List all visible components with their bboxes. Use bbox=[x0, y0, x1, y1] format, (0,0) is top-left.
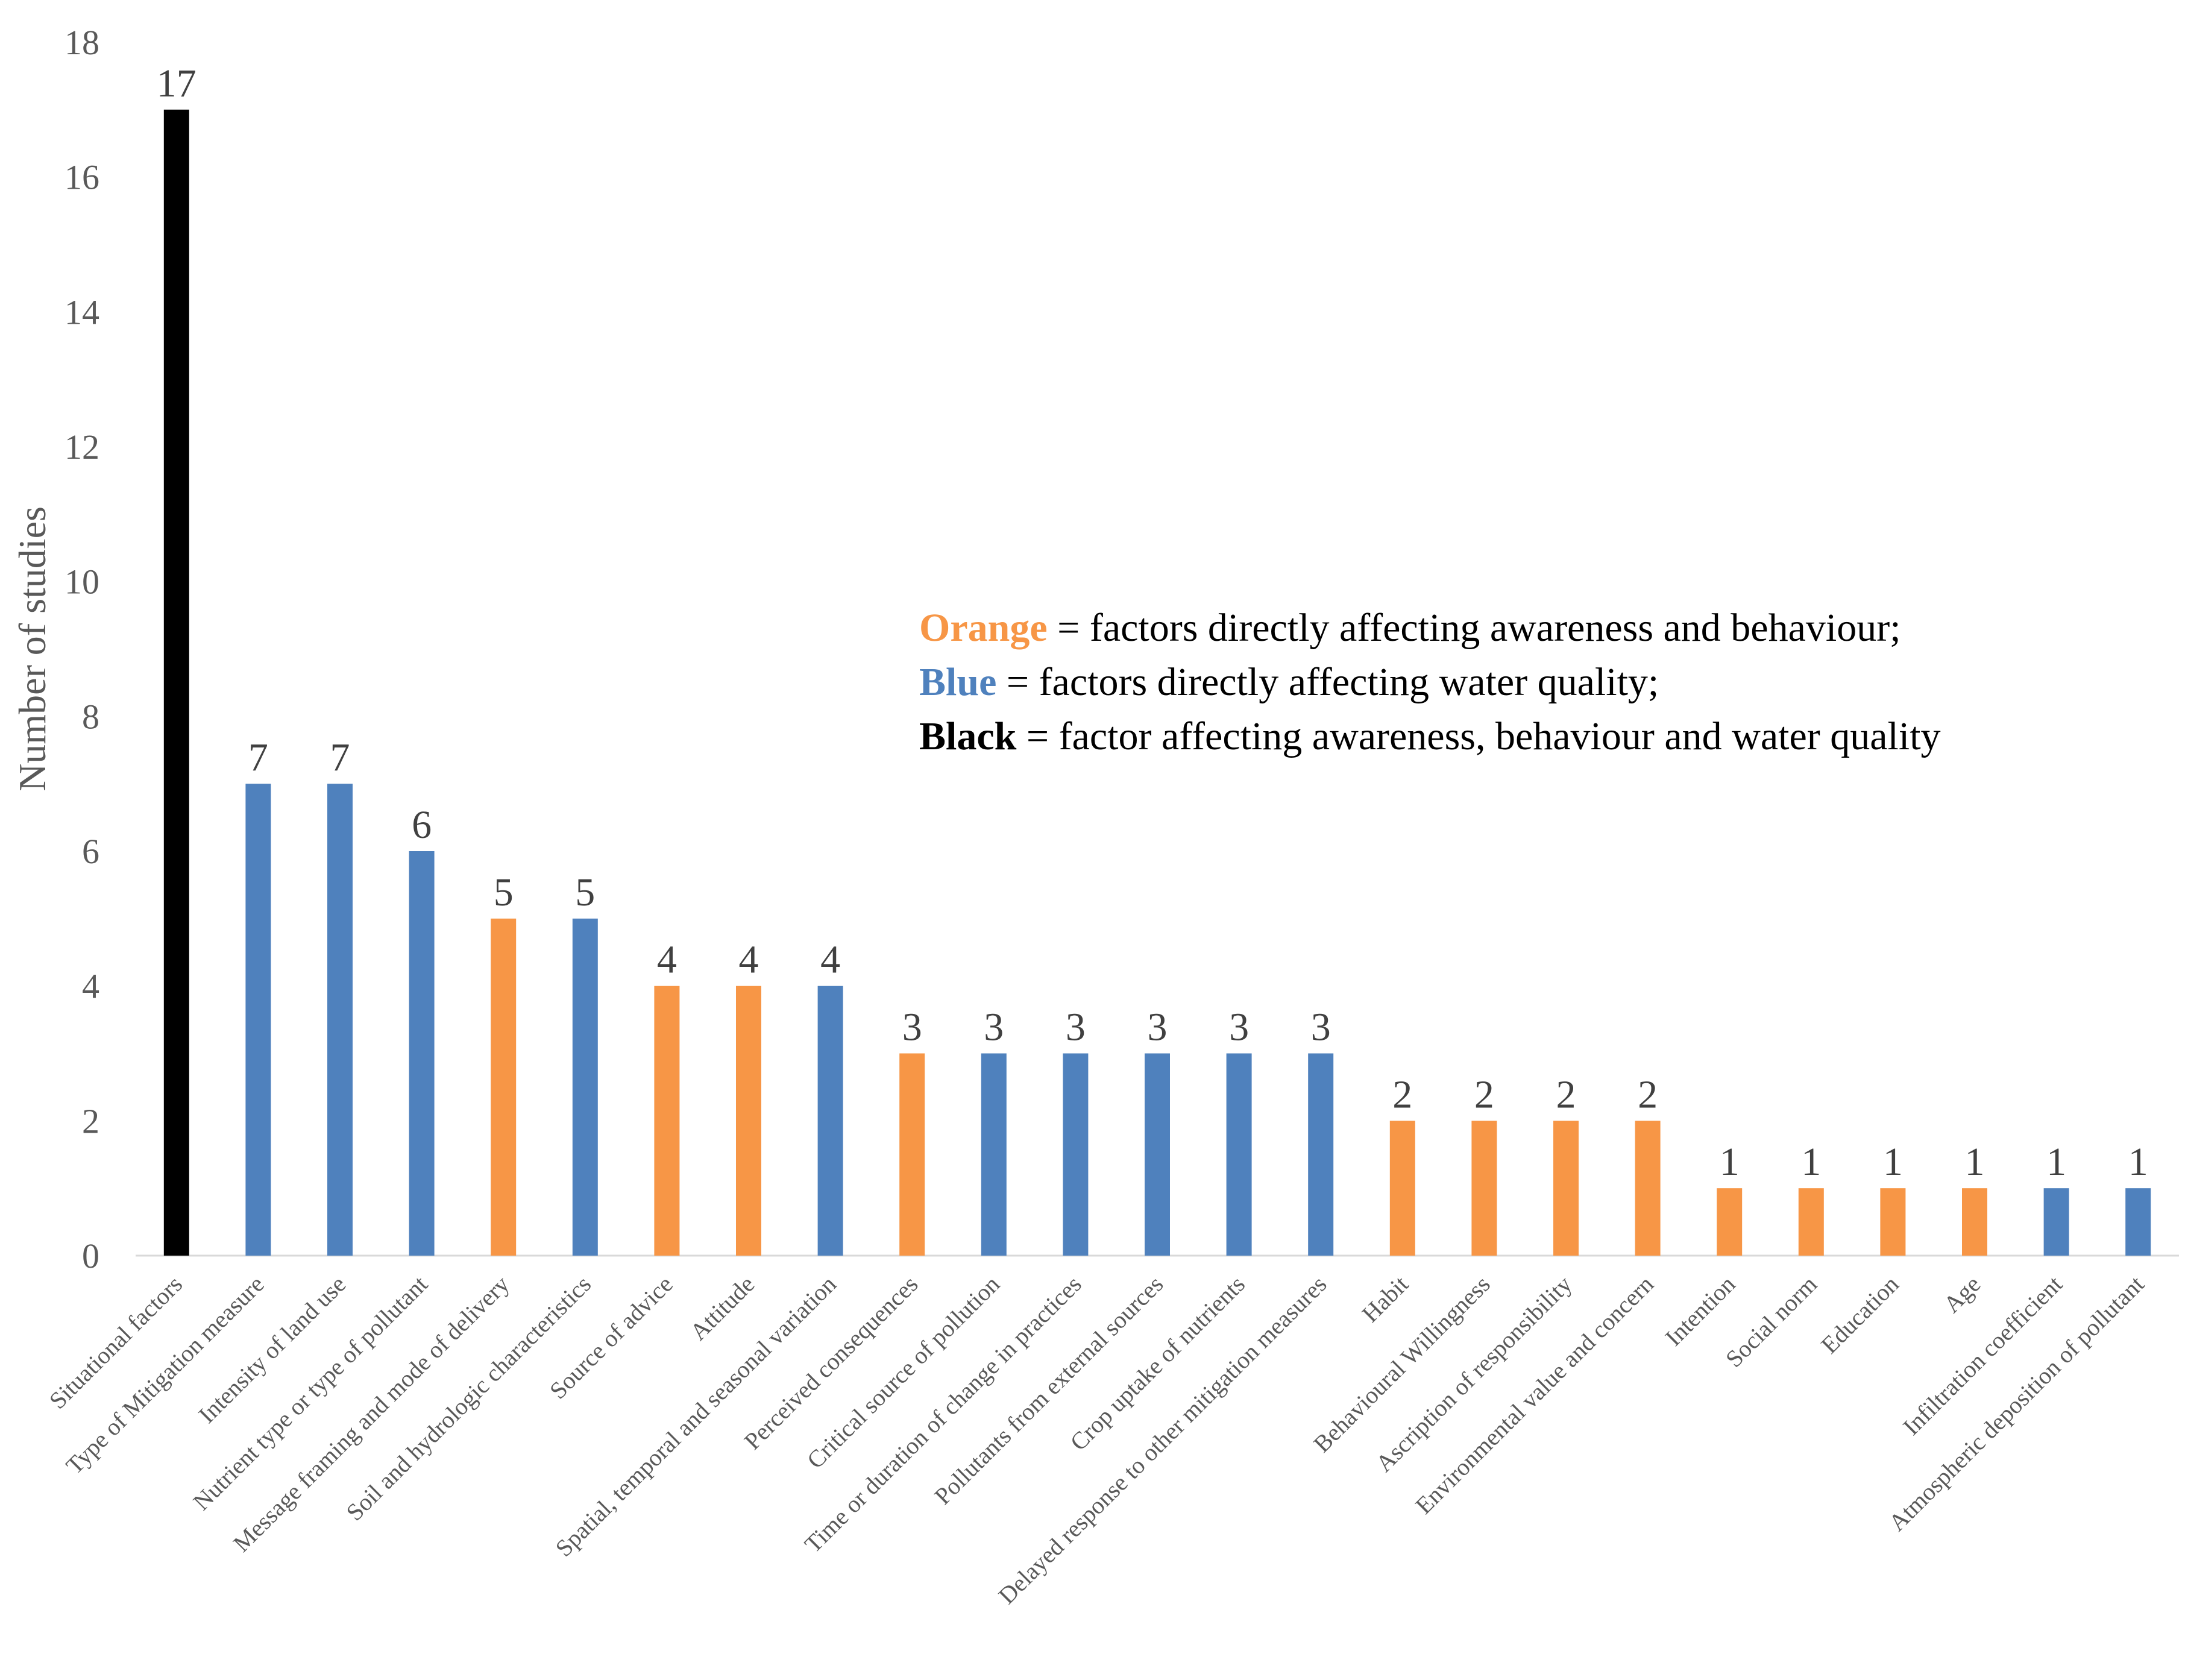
data-label: 1 bbox=[2128, 1140, 2148, 1184]
bar bbox=[736, 986, 761, 1256]
bar bbox=[1145, 1053, 1170, 1256]
category-label: Spatial, temporal and seasonal variation bbox=[550, 1271, 841, 1562]
bar bbox=[1063, 1053, 1089, 1256]
category-label: Attitude bbox=[685, 1271, 760, 1346]
bar bbox=[1226, 1053, 1252, 1256]
category-label: Education bbox=[1816, 1271, 1904, 1359]
data-label: 2 bbox=[1556, 1072, 1576, 1116]
data-label: 5 bbox=[575, 870, 595, 914]
category-label: Intention bbox=[1660, 1271, 1741, 1351]
bar bbox=[1471, 1121, 1497, 1256]
y-axis-title: Number of studies bbox=[11, 506, 54, 791]
bar bbox=[1962, 1188, 1987, 1256]
data-label: 17 bbox=[157, 61, 196, 105]
legend-description: = factors directly affecting awareness a… bbox=[1048, 606, 1901, 650]
legend-entry: Black = factor affecting awareness, beha… bbox=[919, 714, 1941, 758]
bar bbox=[163, 109, 189, 1256]
data-label: 4 bbox=[820, 938, 840, 982]
bar bbox=[2043, 1188, 2069, 1256]
data-label: 2 bbox=[1474, 1072, 1494, 1116]
bar bbox=[1635, 1121, 1661, 1256]
bar bbox=[409, 851, 435, 1256]
data-label: 1 bbox=[2046, 1140, 2066, 1184]
bar bbox=[1389, 1121, 1415, 1256]
legend-key: Blue bbox=[919, 660, 996, 704]
bars bbox=[163, 109, 2151, 1256]
data-label: 3 bbox=[1066, 1005, 1086, 1049]
y-tick-label: 8 bbox=[82, 697, 99, 736]
data-label: 3 bbox=[902, 1005, 922, 1049]
legend-entry: Orange = factors directly affecting awar… bbox=[919, 606, 1901, 650]
category-label: Age bbox=[1938, 1271, 1985, 1318]
legend-entry: Blue = factors directly affecting water … bbox=[919, 660, 1659, 704]
y-tick-label: 16 bbox=[64, 158, 99, 197]
category-label: Habit bbox=[1357, 1271, 1414, 1328]
data-label: 6 bbox=[412, 803, 432, 847]
bar bbox=[245, 784, 271, 1256]
bar bbox=[981, 1053, 1007, 1256]
y-tick-label: 0 bbox=[82, 1236, 99, 1276]
data-label: 2 bbox=[1392, 1072, 1412, 1116]
y-tick-label: 14 bbox=[64, 292, 99, 332]
legend-key: Orange bbox=[919, 606, 1048, 650]
data-label: 2 bbox=[1638, 1072, 1658, 1116]
data-label: 4 bbox=[739, 938, 759, 982]
y-tick-label: 10 bbox=[64, 562, 99, 602]
data-label: 1 bbox=[1883, 1140, 1903, 1184]
data-label: 1 bbox=[1720, 1140, 1740, 1184]
y-tick-label: 4 bbox=[82, 967, 99, 1006]
y-tick-label: 2 bbox=[82, 1101, 99, 1140]
bar bbox=[1798, 1188, 1824, 1256]
y-axis-ticks: 0 2 4 6 8 10 12 14 16 18 bbox=[64, 23, 99, 1276]
data-labels: 17 7 7 6 5 5 4 4 4 3 3 3 3 3 3 2 2 2 2 1 1 1 1 1 1 bbox=[157, 61, 2148, 1184]
bar bbox=[1308, 1053, 1334, 1256]
legend-key: Black bbox=[919, 714, 1017, 758]
y-tick-label: 18 bbox=[64, 23, 99, 62]
data-label: 3 bbox=[1229, 1005, 1249, 1049]
data-label: 1 bbox=[1801, 1140, 1821, 1184]
category-label: Infiltration coefficient bbox=[1897, 1271, 2067, 1441]
category-label: Intensity of land use bbox=[193, 1271, 351, 1429]
y-tick-label: 12 bbox=[64, 427, 99, 467]
data-label: 5 bbox=[494, 870, 514, 914]
y-tick-label: 6 bbox=[82, 832, 99, 871]
legend: Orange = factors directly affecting awar… bbox=[919, 606, 1941, 758]
bar bbox=[1880, 1188, 1906, 1256]
bar bbox=[2125, 1188, 2151, 1256]
data-label: 1 bbox=[1965, 1140, 1985, 1184]
data-label: 3 bbox=[1148, 1005, 1168, 1049]
legend-description: = factor affecting awareness, behaviour … bbox=[1016, 714, 1940, 758]
data-label: 3 bbox=[984, 1005, 1004, 1049]
data-label: 7 bbox=[248, 735, 268, 779]
data-label: 4 bbox=[657, 938, 677, 982]
bar bbox=[491, 918, 517, 1256]
bar bbox=[572, 918, 598, 1256]
bar bbox=[1553, 1121, 1579, 1256]
bar bbox=[899, 1053, 925, 1256]
bar bbox=[654, 986, 680, 1256]
bar bbox=[1717, 1188, 1743, 1256]
data-label: 7 bbox=[330, 735, 350, 779]
bar bbox=[817, 986, 843, 1256]
data-label: 3 bbox=[1311, 1005, 1331, 1049]
legend-description: = factors directly affecting water quali… bbox=[996, 660, 1659, 704]
bar bbox=[327, 784, 353, 1256]
